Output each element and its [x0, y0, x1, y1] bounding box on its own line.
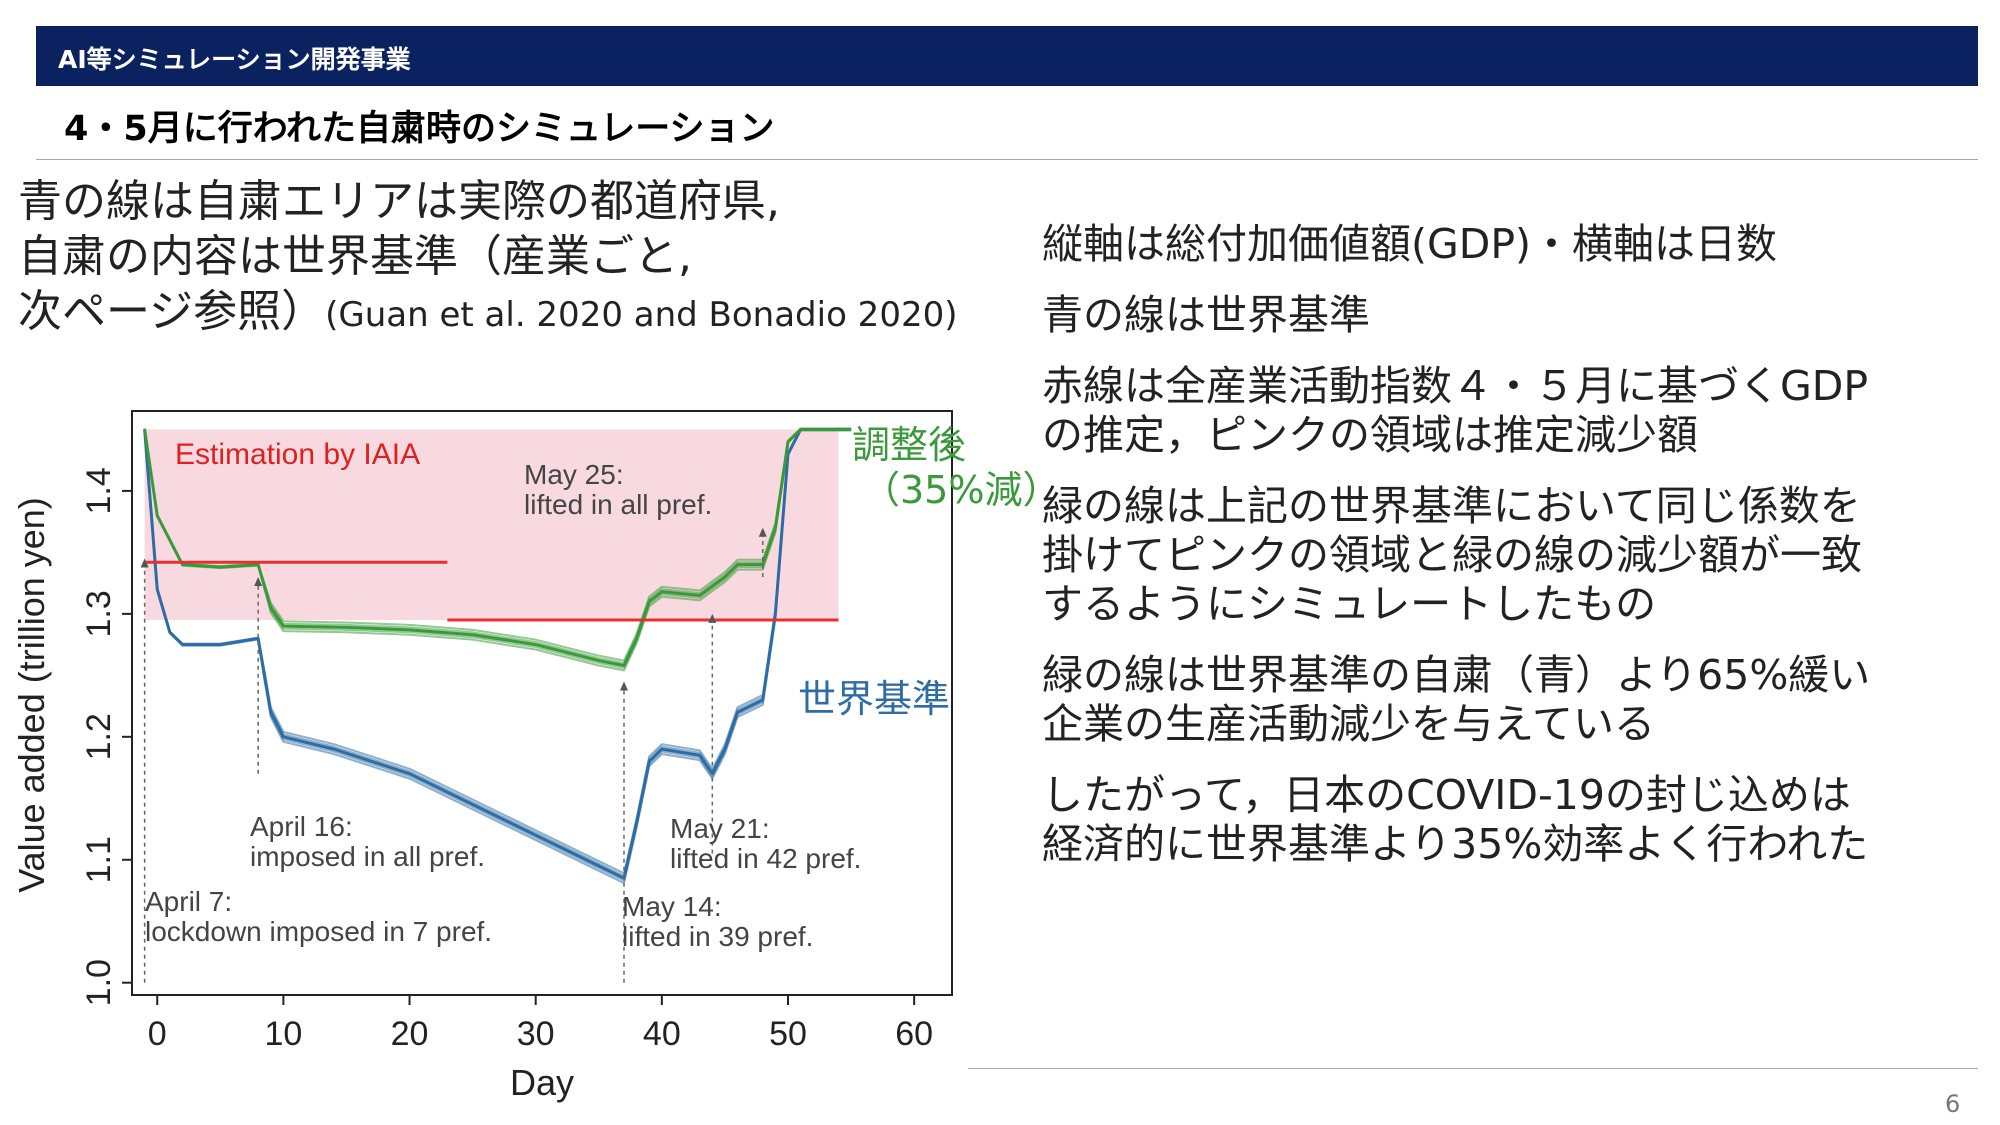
top-divider	[36, 159, 1978, 160]
event-marker-arrow-5	[758, 527, 767, 537]
slide-subtitle: 4・5月に行われた自粛時のシミュレーション	[64, 109, 775, 149]
note-4: 緑の線は上記の世界基準において同じ係数を 掛けてピンクの領域と緑の線の減少額が一致…	[1042, 482, 1962, 629]
y-tick-label-5: 1.4	[80, 467, 118, 514]
note-3: 赤線は全産業活動指数４・５月に基づくGDP の推定，ピンクの領域は推定減少額	[1042, 362, 1962, 460]
bottom-divider	[968, 1068, 1978, 1069]
event-markers	[140, 527, 767, 983]
intro-line-2: 自粛の内容は世界基準（産業ごと,	[18, 231, 692, 282]
event-marker-arrow-3	[620, 681, 628, 691]
y-tick-label-4: 1.3	[80, 590, 118, 637]
event-marker-arrow-2	[254, 576, 263, 586]
page-number: 6	[1945, 1090, 1961, 1118]
note-4-line-3: するようにシミュレートしたもの	[1042, 580, 1657, 628]
y-axis-title: Value added (trillion yen)	[11, 497, 52, 893]
note-2-line-1: 青の線は世界基準	[1042, 291, 1370, 339]
annotation-may25-text: lifted in all pref.	[524, 489, 712, 520]
x-axis-title: Day	[510, 1062, 574, 1103]
note-3-line-1: 赤線は全産業活動指数４・５月に基づくGDP	[1042, 362, 1869, 410]
x-tick-label-4: 30	[517, 1015, 555, 1053]
x-tick-label-7: 60	[895, 1015, 933, 1053]
intro-line-1: 青の線は自粛エリアは実際の都道府県,	[18, 176, 780, 227]
note-6-line-1: したがって，日本のCOVID-19の封じ込めは	[1042, 771, 1851, 819]
annotation-estimation: Estimation by IAIA	[175, 438, 420, 471]
x-tick-label-5: 40	[643, 1015, 681, 1053]
annotation-may21-text: lifted in 42 pref.	[670, 843, 861, 874]
header-title: AI等シミュレーション開発事業	[58, 45, 411, 74]
intro-citation: (Guan et al. 2020 and Bonadio 2020)	[325, 295, 958, 335]
annotation-may14-title: May 14:	[622, 891, 722, 922]
x-tick-label-6: 50	[769, 1015, 807, 1053]
annotation-may21-title: May 21:	[670, 813, 770, 844]
note-4-line-1: 緑の線は上記の世界基準において同じ係数を	[1042, 482, 1861, 530]
note-6: したがって，日本のCOVID-19の封じ込めは 経済的に世界基準より35%効率よく…	[1042, 771, 1962, 869]
note-5-line-1: 緑の線は世界基準の自粛（青）より65%緩い	[1042, 651, 1871, 699]
estimate-lines	[144, 560, 839, 622]
annotation-may25-title: May 25:	[524, 459, 624, 490]
annotation-may14-text: lifted in 39 pref.	[622, 921, 813, 952]
plot-frame	[131, 410, 953, 996]
header-bar: AI等シミュレーション開発事業	[36, 26, 1978, 86]
x-tick-label-3: 20	[391, 1015, 429, 1053]
series-line-1-run-5	[143, 427, 852, 875]
intro-line-3: 次ページ参照）(Guan et al. 2020 and Bonadio 202…	[18, 284, 1028, 343]
shaded-estimate-region	[144, 429, 839, 621]
legend-global-standard: 世界基準	[798, 677, 950, 721]
note-6-line-2: 経済的に世界基準より35%効率よく行われた	[1042, 820, 1869, 868]
series-line-2-run-5	[143, 427, 852, 662]
intro-text: 青の線は自粛エリアは実際の都道府県, 自粛の内容は世界基準（産業ごと, 次ページ…	[18, 174, 1028, 343]
legend-adjusted-line-1: 調整後	[852, 423, 966, 467]
event-marker-arrow-1	[140, 558, 149, 568]
explanation-notes: 縦軸は総付加価値額(GDP)・横軸は日数 青の線は世界基準 赤線は全産業活動指数…	[1042, 220, 1962, 891]
gdp-simulation-chart: 0 10 20 30 40 50 60 1.0 1.1 1.2 1.3 1.4 Day Value …	[11, 410, 1040, 1103]
x-axis: 0 10 20 30 40 50 60	[148, 995, 933, 1053]
y-tick-label-2: 1.1	[80, 836, 118, 883]
annotation-apr7-text: lockdown imposed in 7 pref.	[145, 916, 492, 947]
x-tick-label-2: 10	[264, 1015, 302, 1053]
annotation-apr16-text: imposed in all pref.	[250, 841, 485, 872]
annotation-apr7-title: April 7:	[145, 886, 232, 917]
series-layer	[143, 427, 852, 885]
note-1: 縦軸は総付加価値額(GDP)・横軸は日数	[1042, 220, 1962, 269]
intro-line-3-text: 次ページ参照）	[18, 286, 326, 337]
annotation-apr16-title: April 16:	[250, 811, 353, 842]
legend-adjusted-line-2: （35%減）	[862, 468, 1040, 512]
note-2: 青の線は世界基準	[1042, 291, 1962, 340]
note-1-line-1: 縦軸は総付加価値額(GDP)・横軸は日数	[1042, 220, 1778, 268]
note-4-line-2: 掛けてピンクの領域と緑の線の減少額が一致	[1042, 531, 1862, 579]
note-5-line-2: 企業の生産活動減少を与えている	[1042, 700, 1655, 748]
y-tick-label-1: 1.0	[80, 959, 118, 1006]
note-5: 緑の線は世界基準の自粛（青）より65%緩い 企業の生産活動減少を与えている	[1042, 651, 1962, 749]
x-tick-label-1: 0	[148, 1015, 167, 1053]
y-tick-label-3: 1.2	[80, 713, 118, 760]
y-axis: 1.0 1.1 1.2 1.3 1.4	[80, 467, 132, 1006]
note-3-line-2: の推定，ピンクの領域は推定減少額	[1042, 411, 1698, 459]
event-marker-arrow-4	[708, 613, 717, 623]
